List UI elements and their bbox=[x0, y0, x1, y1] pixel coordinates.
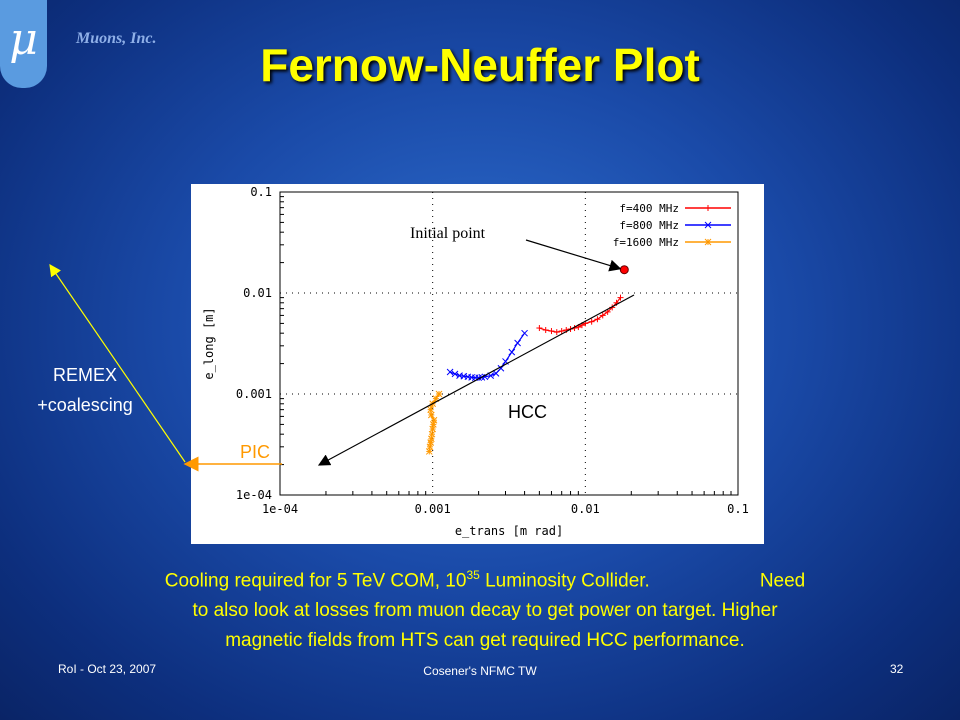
data-point bbox=[558, 328, 565, 335]
data-point bbox=[514, 339, 521, 347]
y-tick-label: 0.01 bbox=[243, 286, 272, 300]
x-tick-label: 0.1 bbox=[727, 502, 749, 516]
hcc-label: HCC bbox=[508, 402, 547, 422]
initial-point-label: Initial point bbox=[410, 225, 486, 242]
initial-point-arrow bbox=[525, 239, 622, 272]
y-axis-label: e_long [m] bbox=[202, 307, 216, 379]
legend-label: f=400 MHz bbox=[619, 202, 679, 215]
footer-date: RoI - Oct 23, 2007 bbox=[58, 662, 157, 676]
remex-line2: +coalescing bbox=[37, 395, 133, 415]
legend-label: f=1600 MHz bbox=[613, 236, 679, 249]
data-point bbox=[617, 294, 624, 301]
mu-logo-icon: μ bbox=[0, 0, 47, 88]
data-point bbox=[548, 328, 555, 335]
data-point bbox=[446, 368, 454, 376]
data-point bbox=[594, 316, 601, 323]
y-tick-label: 0.1 bbox=[250, 185, 272, 199]
caption-line2: to also look at losses from muon decay t… bbox=[192, 600, 778, 622]
legend-label: f=800 MHz bbox=[619, 219, 679, 232]
initial-point-marker bbox=[619, 265, 629, 275]
caption-part3: Need bbox=[759, 570, 806, 592]
footer-event: Cosener's NFMC TW bbox=[423, 664, 537, 678]
company-name: Muons, Inc. bbox=[76, 30, 157, 47]
caption-part1: Cooling required for 5 TeV COM, 10 bbox=[164, 570, 467, 592]
x-tick-label: 1e-04 bbox=[262, 502, 298, 516]
data-point bbox=[599, 312, 606, 319]
data-point bbox=[536, 325, 543, 332]
data-point bbox=[427, 406, 435, 413]
x-tick-label: 0.001 bbox=[415, 502, 451, 516]
data-point bbox=[427, 411, 435, 419]
data-point bbox=[435, 390, 443, 398]
data-point bbox=[492, 370, 500, 377]
remex-line1: REMEX bbox=[52, 365, 117, 385]
caption: Cooling required for 5 TeV COM, 1035 Lum… bbox=[60, 560, 910, 656]
series-line-1 bbox=[449, 332, 526, 379]
data-point bbox=[521, 329, 528, 337]
pic-label: PIC bbox=[240, 442, 271, 462]
data-point bbox=[588, 318, 595, 325]
x-tick-label: 0.01 bbox=[571, 502, 600, 516]
fernow-neuffer-chart: 1e-04 1e-04 0.001 0.001 0.01 0.01 0.1 0.1 f=400… bbox=[191, 184, 764, 544]
hcc-trend-arrow bbox=[317, 294, 635, 466]
data-point bbox=[451, 370, 459, 378]
caption-sup: 35 bbox=[466, 568, 480, 582]
data-point bbox=[542, 327, 549, 334]
remex-label: REMEX +coalescing bbox=[20, 360, 150, 420]
caption-part2: Luminosity Collider. bbox=[479, 570, 650, 592]
data-point bbox=[508, 348, 516, 356]
y-tick-label: 0.001 bbox=[236, 387, 272, 401]
caption-line3: magnetic fields from HTS can get require… bbox=[225, 630, 745, 652]
x-axis-label: e_trans [m rad] bbox=[455, 524, 563, 538]
slide-number: 32 bbox=[890, 662, 904, 676]
slide-title: Fernow-Neuffer Plot bbox=[260, 39, 700, 91]
y-tick-label: 1e-04 bbox=[236, 488, 272, 502]
data-point bbox=[553, 329, 560, 336]
